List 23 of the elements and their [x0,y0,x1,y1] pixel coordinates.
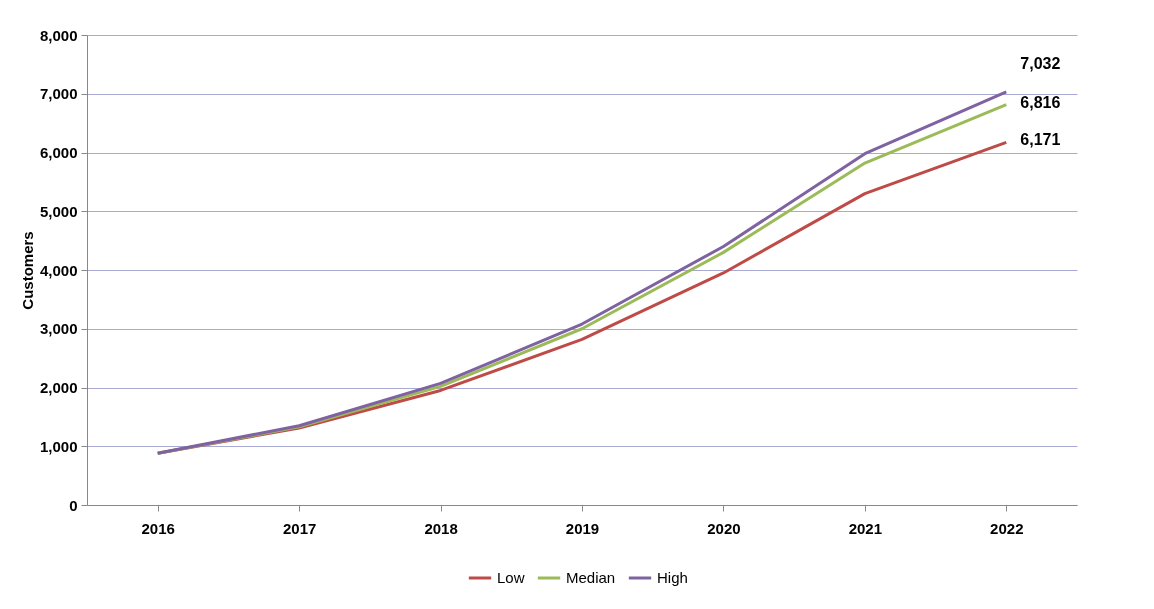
legend-label: Median [566,569,616,586]
y-tick-label: 5,000 [39,202,78,220]
data-label: 6,171 [1020,131,1061,149]
data-label: 6,816 [1020,93,1061,111]
y-tick-label: 7,000 [39,85,78,103]
x-tick-label: 2017 [282,519,317,537]
x-tick-label: 2022 [990,519,1024,537]
legend-label: Low [497,569,525,586]
x-tick-label: 2020 [707,519,741,537]
x-tick-label: 2018 [424,519,458,537]
y-tick-label: 1,000 [39,437,78,455]
y-tick-label: 8,000 [39,26,78,44]
y-tick-label: 3,000 [39,320,78,338]
y-tick-label: 4,000 [39,261,78,279]
x-tick-label: 2019 [565,519,600,537]
data-label: 7,032 [1020,54,1061,72]
y-tick-label: 6,000 [39,144,78,161]
y-tick-label: 0 [69,496,78,514]
y-tick-label: 2,000 [39,379,78,396]
legend-label: High [657,569,688,586]
x-tick-label: 2016 [141,519,175,537]
x-tick-label: 2021 [848,519,883,537]
y-axis-title: Customers [18,231,36,310]
